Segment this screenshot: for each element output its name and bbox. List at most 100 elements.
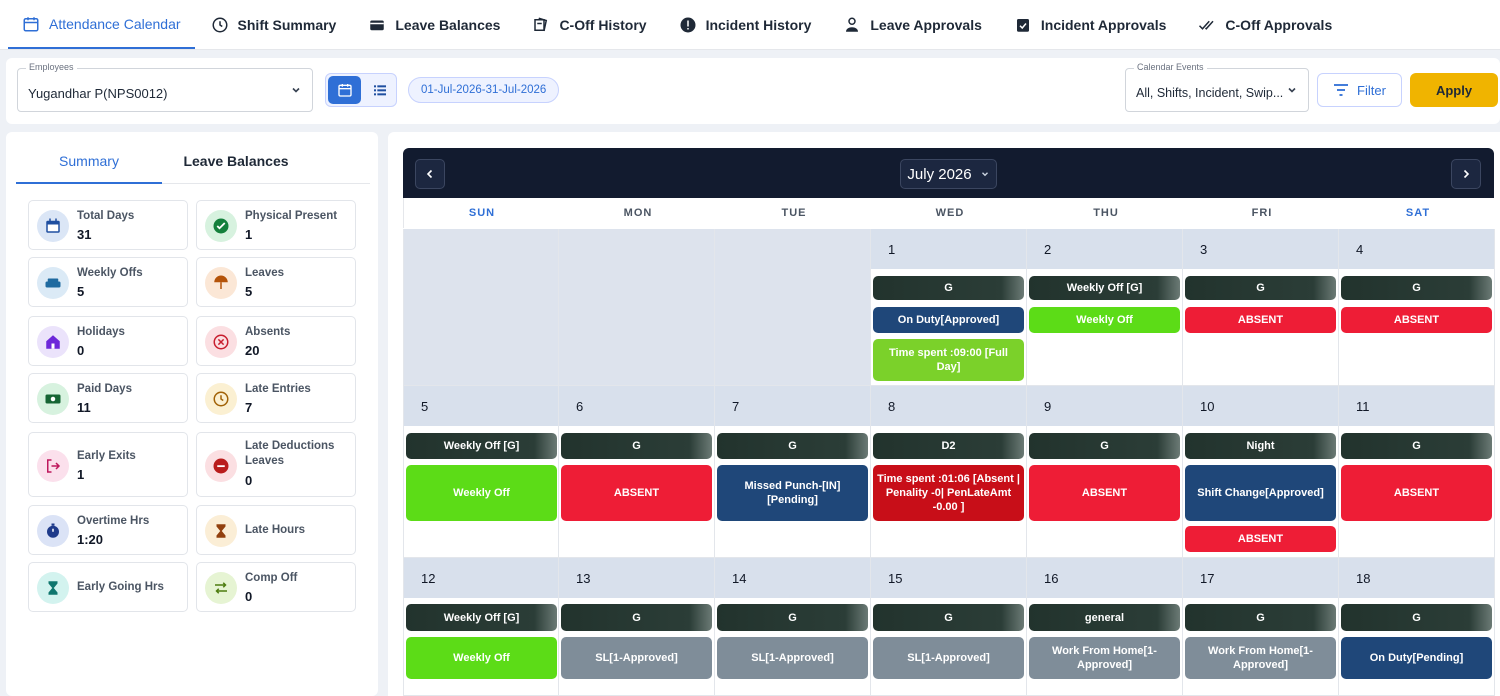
tab-leave-approvals[interactable]: Leave Approvals [827, 1, 998, 49]
calendar-event[interactable]: Weekly Off [406, 637, 557, 679]
tab-label: C-Off History [559, 16, 647, 33]
event-label: SL[1-Approved] [751, 652, 834, 664]
clock-icon [211, 16, 229, 34]
calendar-event[interactable]: On Duty[Approved] [873, 307, 1024, 333]
calendar-event[interactable]: D2 [873, 433, 1024, 459]
calendar-event[interactable]: Missed Punch-[IN] [Pending] [717, 465, 868, 521]
calendar-event[interactable]: ABSENT [1341, 465, 1492, 521]
date-range-chip[interactable]: 01-Jul-2026-31-Jul-2026 [408, 77, 560, 103]
event-label: SL[1-Approved] [907, 652, 990, 664]
calendar-event[interactable]: G [717, 433, 868, 459]
calendar-event[interactable]: general [1029, 604, 1180, 631]
calendar-event[interactable]: Weekly Off [G] [406, 604, 557, 631]
calendar-view-button[interactable] [328, 76, 361, 104]
day-header [1183, 229, 1338, 269]
calendar-event[interactable]: G [1341, 604, 1492, 631]
event-label: ABSENT [613, 487, 660, 499]
calendar-day-5[interactable]: 5 Weekly Off [G] Weekly Off [403, 386, 559, 558]
list-view-button[interactable] [363, 76, 396, 104]
calendar-event[interactable]: Weekly Off [G] [406, 433, 557, 459]
tab-shift-summary[interactable]: Shift Summary [195, 1, 353, 49]
calendar-event[interactable]: ABSENT [561, 465, 712, 521]
calendar-event[interactable]: G [561, 604, 712, 631]
calendar-day-13[interactable]: 13 G SL[1-Approved] [559, 558, 715, 696]
calendar-event[interactable]: SL[1-Approved] [873, 637, 1024, 679]
calendar-events-select[interactable]: Calendar Events All, Shifts, Incident, S… [1125, 62, 1309, 112]
calendar-event[interactable]: On Duty[Pending] [1341, 637, 1492, 679]
calendar-event[interactable]: SL[1-Approved] [717, 637, 868, 679]
calendar-empty-cell [715, 229, 871, 386]
calendar-day-4[interactable]: 4 G ABSENT [1339, 229, 1495, 386]
tab-coff-approvals[interactable]: C-Off Approvals [1182, 1, 1348, 49]
calendar-event[interactable]: G [873, 276, 1024, 300]
calendar-event[interactable]: G [1341, 276, 1492, 300]
calendar-day-8[interactable]: 8 D2 Time spent :01:06 [Absent | Penality … [871, 386, 1027, 558]
stat-card-overtime-hrs: Overtime Hrs 1:20 [28, 505, 188, 555]
employees-value: Yugandhar P(NPS0012) [28, 86, 168, 101]
day-header [871, 229, 1026, 269]
calendar-event[interactable]: G [561, 433, 712, 459]
calendar-day-11[interactable]: 11 G ABSENT [1339, 386, 1495, 558]
calendar-event[interactable]: Time spent :09:00 [Full Day] [873, 339, 1024, 381]
tab-incident-approvals[interactable]: Incident Approvals [998, 1, 1183, 49]
calendar-event[interactable]: Weekly Off [406, 465, 557, 521]
calendar-event[interactable]: Weekly Off [G] [1029, 276, 1180, 300]
calendar-day-14[interactable]: 14 G SL[1-Approved] [715, 558, 871, 696]
day-header [1027, 386, 1182, 426]
day-header [404, 229, 558, 385]
calendar-event[interactable]: G [1185, 276, 1336, 300]
calendar-event[interactable]: G [1029, 433, 1180, 459]
calendar-event[interactable]: Weekly Off [1029, 307, 1180, 333]
calendar-day-1[interactable]: 1 G On Duty[Approved] Time spent :09:00 [Fu… [871, 229, 1027, 386]
employees-select[interactable]: Employees Yugandhar P(NPS0012) [17, 62, 313, 112]
apply-button[interactable]: Apply [1410, 73, 1498, 107]
list-icon [373, 85, 386, 96]
calendar-event[interactable]: G [717, 604, 868, 631]
day-header [1027, 229, 1182, 269]
next-month-button[interactable] [1451, 159, 1481, 189]
calendar-day-15[interactable]: 15 G SL[1-Approved] [871, 558, 1027, 696]
calendar-event[interactable]: Work From Home[1-Approved] [1185, 637, 1336, 679]
top-tab-bar: Attendance Calendar Shift Summary Leave … [0, 0, 1500, 50]
tab-incident-history[interactable]: Incident History [663, 1, 828, 49]
calendar-event[interactable]: SL[1-Approved] [561, 637, 712, 679]
calendar-event[interactable]: ABSENT [1029, 465, 1180, 521]
calendar-event[interactable]: Time spent :01:06 [Absent | Penality -0|… [873, 465, 1024, 521]
prev-month-button[interactable] [415, 159, 445, 189]
filter-button[interactable]: Filter [1317, 73, 1402, 107]
calendar-day-2[interactable]: 2 Weekly Off [G] Weekly Off [1027, 229, 1183, 386]
calendar-event[interactable]: G [873, 604, 1024, 631]
calendar-day-10[interactable]: 10 Night Shift Change[Approved] ABSENT [1183, 386, 1339, 558]
calendar-day-3[interactable]: 3 G ABSENT [1183, 229, 1339, 386]
stat-value: 1 [77, 466, 85, 482]
calendar-event[interactable]: ABSENT [1185, 307, 1336, 333]
tab-leave-balances[interactable]: Leave Balances [352, 1, 516, 49]
event-label: general [1084, 611, 1125, 624]
calendar-event[interactable]: G [1341, 433, 1492, 459]
tab-coff-history[interactable]: C-Off History [516, 1, 662, 49]
calendar-day-7[interactable]: 7 G Missed Punch-[IN] [Pending] [715, 386, 871, 558]
calendar-event[interactable]: Night [1185, 433, 1336, 459]
event-label: Weekly Off [G] [443, 611, 520, 624]
tab-attendance-calendar[interactable]: Attendance Calendar [8, 1, 195, 49]
calendar-day-6[interactable]: 6 G ABSENT [559, 386, 715, 558]
calendar-day-12[interactable]: 12 Weekly Off [G] Weekly Off [403, 558, 559, 696]
calendar-header: July 2026 [403, 148, 1494, 198]
month-select[interactable]: July 2026 [900, 159, 997, 189]
calendar-event[interactable]: ABSENT [1185, 526, 1336, 552]
tab-leave-balances-summary[interactable]: Leave Balances [183, 153, 289, 169]
calendar-day-17[interactable]: 17 G Work From Home[1-Approved] [1183, 558, 1339, 696]
calendar-event[interactable]: Work From Home[1-Approved] [1029, 637, 1180, 679]
calendar-event[interactable]: Shift Change[Approved] [1185, 465, 1336, 521]
calendar-event[interactable]: G [1185, 604, 1336, 631]
calendar-day-18[interactable]: 18 G On Duty[Pending] [1339, 558, 1495, 696]
stat-card-physical-present: Physical Present 1 [196, 200, 356, 250]
calendar-event[interactable]: ABSENT [1341, 307, 1492, 333]
calendar-day-16[interactable]: 16 general Work From Home[1-Approved] [1027, 558, 1183, 696]
tab-summary[interactable]: Summary [16, 142, 162, 184]
weekday-sun: SUN [468, 207, 496, 219]
stat-label: Absents [245, 326, 291, 338]
user-check-icon [843, 16, 861, 34]
calendar-day-9[interactable]: 9 G ABSENT [1027, 386, 1183, 558]
exit-icon [37, 449, 69, 482]
